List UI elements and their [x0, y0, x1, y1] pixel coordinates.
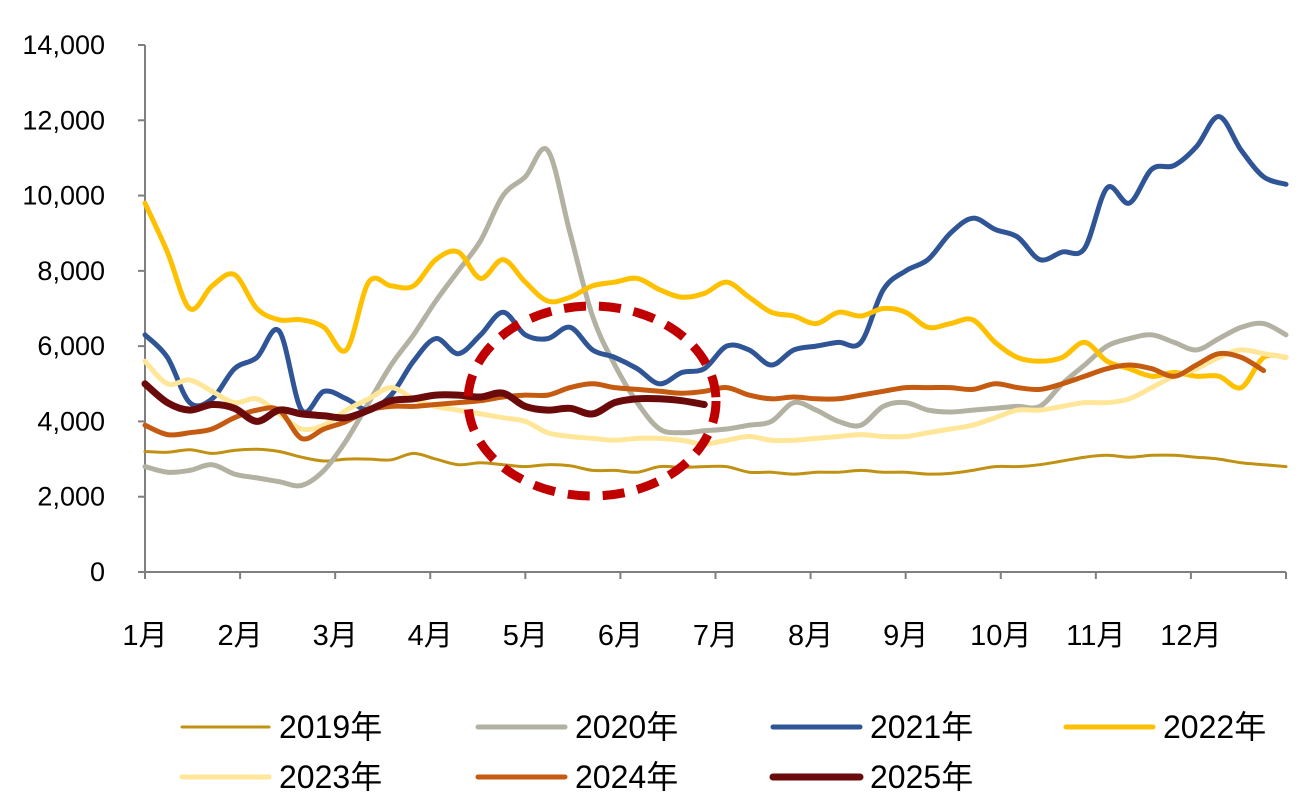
x-tick-label: 3月: [313, 620, 358, 652]
legend-item: 2025年: [769, 759, 973, 795]
legend-label: 2023年: [279, 759, 382, 795]
legend-label: 2021年: [870, 709, 973, 745]
x-tick-label: 2月: [218, 620, 263, 652]
series-line-1: [143, 447, 1288, 476]
legend-item: 2024年: [475, 759, 678, 795]
x-tick-label: 9月: [883, 620, 928, 652]
x-tick-label: 4月: [408, 620, 453, 652]
legend-label: 2024年: [575, 759, 678, 795]
y-tick-label: 14,000: [22, 30, 105, 60]
series-line-4: [142, 200, 1289, 391]
x-tick-label: 10月: [970, 620, 1031, 652]
series-lines: [141, 114, 1289, 489]
legend-item: 2021年: [770, 709, 973, 745]
x-tick-label: 6月: [598, 620, 643, 652]
legend-label: 2019年: [279, 709, 382, 745]
y-tick-label: 0: [90, 557, 105, 587]
series-line-3: [142, 114, 1289, 415]
series-line-2: [142, 146, 1289, 489]
legend-label: 2022年: [1163, 709, 1266, 745]
y-tick-label: 10,000: [22, 181, 105, 211]
y-tick-label: 8,000: [37, 256, 105, 286]
legend-item: 2023年: [179, 759, 382, 795]
x-axis-tick-labels: 1月 2月 3月 4月 5月 6月 7月 8月 9月 10月 11月 12月: [122, 620, 1221, 652]
y-tick-label: 12,000: [22, 105, 105, 135]
legend-label: 2020年: [575, 709, 678, 745]
x-tick-label: 12月: [1160, 620, 1221, 652]
series-line-7: [141, 380, 708, 425]
highlight-annotation-ellipse: [463, 301, 721, 501]
chart-axes: [138, 44, 1287, 579]
y-tick-label: 6,000: [37, 331, 105, 361]
x-tick-label: 11月: [1066, 620, 1125, 652]
chart-legend: 2019年 2020年 2021年 2022年 2023年 2024年 2025年: [179, 709, 1266, 795]
y-axis-tick-labels: 0 2,000 4,000 6,000 8,000 10,000 12,000 14,000: [22, 30, 105, 587]
legend-item: 2020年: [475, 709, 678, 745]
x-tick-label: 7月: [693, 620, 738, 652]
y-tick-label: 2,000: [37, 482, 105, 512]
x-tick-label: 1月: [122, 620, 167, 652]
series-line-6: [142, 350, 1267, 442]
legend-item: 2019年: [180, 709, 382, 745]
x-tick-label: 5月: [503, 620, 548, 652]
x-tick-label: 8月: [788, 620, 833, 652]
legend-label: 2025年: [870, 759, 973, 795]
y-tick-label: 4,000: [37, 406, 105, 436]
legend-item: 2022年: [1063, 709, 1266, 745]
